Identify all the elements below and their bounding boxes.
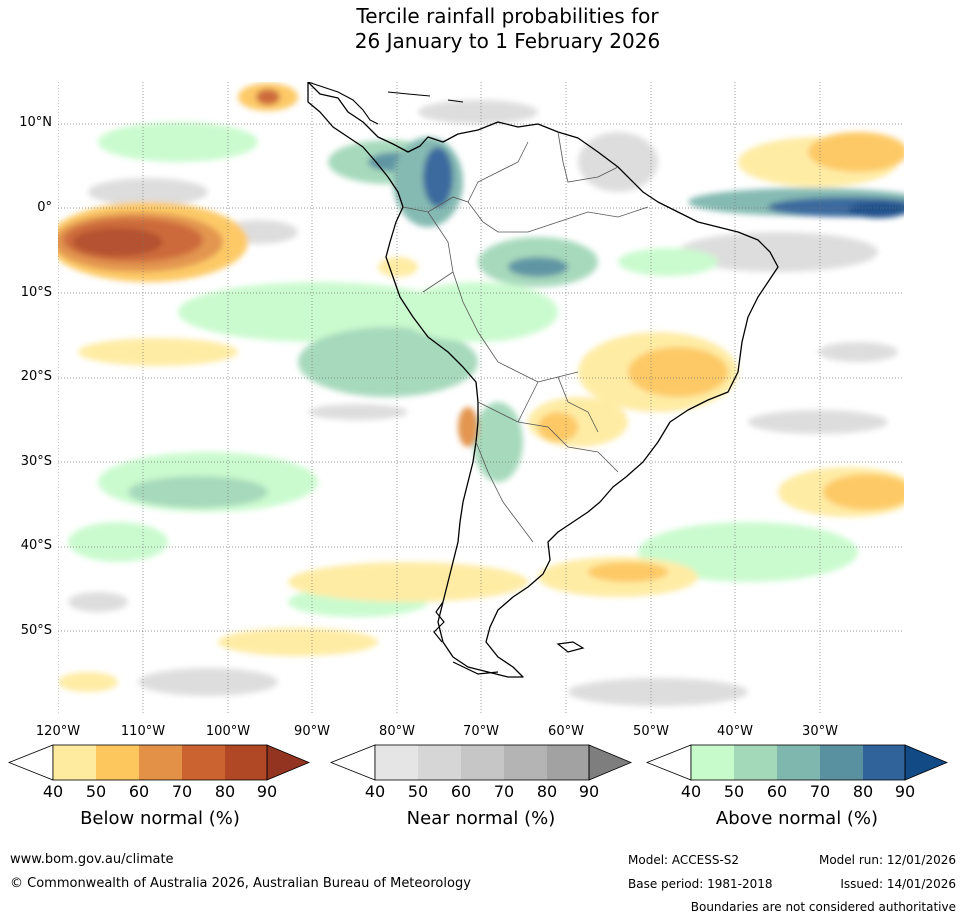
below-normal-patches bbox=[58, 83, 904, 692]
caribbean-islands bbox=[387, 91, 464, 103]
lon-label-100w: 100°W bbox=[205, 724, 251, 739]
above-swatch-4 bbox=[863, 745, 905, 780]
lon-label-50w: 50°W bbox=[633, 724, 669, 739]
near-swatch-0 bbox=[375, 745, 418, 780]
above-tick-90: 90 bbox=[894, 782, 916, 801]
near-tick-50: 50 bbox=[407, 782, 429, 801]
lat-label-10s: 10°S bbox=[20, 285, 52, 300]
below-normal-label: Below normal (%) bbox=[80, 808, 240, 829]
below-tick-90: 90 bbox=[256, 782, 278, 801]
above-normal-colorbar bbox=[646, 744, 948, 781]
above-tick-60: 60 bbox=[766, 782, 788, 801]
below-tick-60: 60 bbox=[128, 782, 150, 801]
near-high-extend bbox=[588, 744, 632, 781]
probability-patches bbox=[58, 83, 904, 706]
above-tick-50: 50 bbox=[723, 782, 745, 801]
near-swatch-4 bbox=[547, 745, 589, 780]
lon-label-110w: 110°W bbox=[120, 724, 166, 739]
near-swatch-1 bbox=[418, 745, 461, 780]
above-swatch-3 bbox=[820, 745, 863, 780]
below-tick-70: 70 bbox=[171, 782, 193, 801]
lon-label-120w: 120°W bbox=[35, 724, 81, 739]
title-line-1: Tercile rainfall probabilities for bbox=[356, 4, 659, 28]
below-swatch-4 bbox=[225, 745, 267, 780]
near-low-extend bbox=[330, 744, 376, 781]
title-line-2: 26 January to 1 February 2026 bbox=[354, 29, 661, 53]
south-america-coastline bbox=[307, 82, 779, 678]
below-low-extend bbox=[8, 744, 54, 781]
above-tick-40: 40 bbox=[680, 782, 702, 801]
below-tick-80: 80 bbox=[214, 782, 236, 801]
above-tick-70: 70 bbox=[809, 782, 831, 801]
above-tick-80: 80 bbox=[852, 782, 874, 801]
website-link[interactable]: www.bom.gov.au/climate bbox=[10, 852, 174, 867]
near-normal-label: Near normal (%) bbox=[406, 808, 556, 829]
above-swatch-0 bbox=[691, 745, 734, 780]
lon-label-70w: 70°W bbox=[463, 724, 499, 739]
issued-text: Issued: 14/01/2026 bbox=[840, 877, 956, 891]
below-swatch-2 bbox=[139, 745, 182, 780]
model-text: Model: ACCESS-S2 bbox=[628, 853, 740, 867]
disclaimer-text: Boundaries are not considered authoritat… bbox=[690, 900, 956, 914]
central-america-coastline bbox=[307, 82, 379, 125]
lat-label-50s: 50°S bbox=[20, 623, 52, 638]
country-borders bbox=[402, 131, 649, 543]
below-swatch-3 bbox=[182, 745, 225, 780]
below-swatch-0 bbox=[53, 745, 96, 780]
forecast-map bbox=[58, 82, 904, 715]
near-normal-colorbar bbox=[330, 744, 632, 781]
gridlines bbox=[58, 82, 904, 715]
copyright-text: © Commonwealth of Australia 2026, Austra… bbox=[10, 876, 471, 891]
falkland-islands bbox=[556, 641, 585, 653]
near-tick-80: 80 bbox=[536, 782, 558, 801]
above-normal-label: Above normal (%) bbox=[715, 808, 879, 829]
near-tick-70: 70 bbox=[493, 782, 515, 801]
lon-label-90w: 90°W bbox=[294, 724, 330, 739]
lat-label-40s: 40°S bbox=[20, 538, 52, 553]
below-high-extend bbox=[266, 744, 310, 781]
lon-label-30w: 30°W bbox=[802, 724, 838, 739]
above-swatch-2 bbox=[777, 745, 820, 780]
lat-label-30s: 30°S bbox=[20, 454, 52, 469]
lat-label-10n: 10°N bbox=[19, 115, 52, 130]
patagonia-fjords bbox=[433, 601, 499, 675]
below-tick-40: 40 bbox=[42, 782, 64, 801]
below-normal-colorbar bbox=[8, 744, 310, 781]
near-tick-60: 60 bbox=[450, 782, 472, 801]
map-title: Tercile rainfall probabilities for 26 Ja… bbox=[0, 4, 965, 54]
near-swatch-2 bbox=[461, 745, 504, 780]
lon-label-60w: 60°W bbox=[548, 724, 584, 739]
near-swatch-3 bbox=[504, 745, 547, 780]
near-tick-90: 90 bbox=[578, 782, 600, 801]
base-period-text: Base period: 1981-2018 bbox=[628, 877, 773, 891]
below-swatch-1 bbox=[96, 745, 139, 780]
above-high-extend bbox=[904, 744, 948, 781]
above-low-extend bbox=[646, 744, 692, 781]
below-tick-50: 50 bbox=[85, 782, 107, 801]
above-swatch-1 bbox=[734, 745, 777, 780]
near-tick-40: 40 bbox=[364, 782, 386, 801]
lon-label-40w: 40°W bbox=[717, 724, 753, 739]
lon-label-80w: 80°W bbox=[379, 724, 415, 739]
lat-label-0: 0° bbox=[37, 200, 52, 215]
model-run-text: Model run: 12/01/2026 bbox=[818, 853, 956, 867]
lat-label-20s: 20°S bbox=[20, 369, 52, 384]
above-normal-patches bbox=[68, 122, 904, 617]
